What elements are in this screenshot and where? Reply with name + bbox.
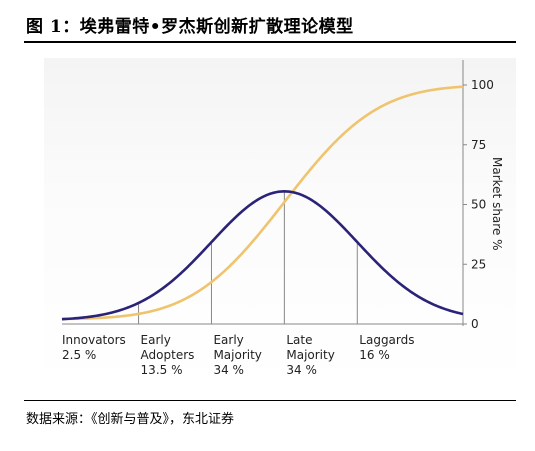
y-tick-label: 25	[471, 257, 486, 271]
segment-label-2: Early	[141, 333, 171, 347]
segment-label-3: Early	[213, 333, 243, 347]
segment-label-4: Majority	[286, 348, 334, 362]
y-axis-title: Market share %	[490, 157, 504, 251]
segment-label-5: Laggards	[359, 333, 414, 347]
y-tick-label: 0	[471, 317, 479, 331]
segment-label-4: Late	[286, 333, 312, 347]
y-tick-label: 75	[471, 138, 486, 152]
adoption-bell-curve	[61, 190, 464, 321]
segment-label-4: 34 %	[286, 363, 317, 377]
y-tick-label: 50	[471, 198, 486, 212]
figure-title: 图 1：埃弗雷特•罗杰斯创新扩散理论模型	[26, 17, 354, 37]
y-tick-label: 100	[471, 78, 494, 92]
segment-label-2: 13.5 %	[141, 363, 183, 377]
segment-label-2: Adopters	[141, 348, 195, 362]
top-rule	[24, 41, 516, 43]
segment-label-3: Majority	[213, 348, 261, 362]
source-note: 数据来源：《创新与普及》，东北证券	[26, 412, 235, 427]
bottom-rule	[24, 400, 516, 401]
segment-label-5: 16 %	[359, 348, 390, 362]
chart-panel	[44, 58, 516, 388]
segment-label-1: 2.5 %	[62, 348, 96, 362]
segment-label-3: 34 %	[213, 363, 244, 377]
market-share-curve	[61, 85, 464, 321]
segment-label-1: Innovators	[62, 333, 126, 347]
